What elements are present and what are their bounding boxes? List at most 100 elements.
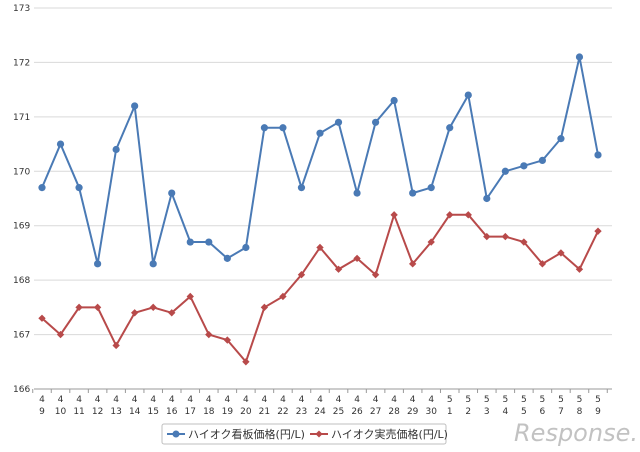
y-tick-label: 173: [13, 4, 30, 14]
x-tick-label-month: 4: [58, 395, 64, 405]
data-point: [575, 265, 584, 273]
x-tick-label-day: 13: [110, 407, 121, 417]
x-tick-label-month: 5: [484, 395, 490, 405]
x-tick-label-day: 2: [465, 407, 471, 417]
x-tick-label-day: 20: [240, 407, 252, 417]
data-point: [520, 238, 528, 246]
legend-label-signboard-price: ハイオク看板価格(円/L): [188, 427, 305, 441]
data-point: [390, 211, 398, 219]
y-tick-label: 170: [13, 167, 30, 177]
data-point: [353, 189, 361, 197]
data-point: [446, 124, 454, 132]
watermark-text: Response.: [514, 419, 638, 447]
data-point: [223, 336, 232, 344]
series-line: [41, 56, 599, 265]
data-point: [297, 271, 306, 279]
x-tick-label-day: 15: [147, 407, 158, 417]
x-tick-label-month: 4: [76, 395, 82, 405]
y-tick-label: 167: [13, 331, 30, 341]
data-point: [557, 135, 565, 143]
data-point: [334, 265, 343, 273]
data-point: [279, 124, 287, 132]
legend-label-actual-price: ハイオク実売価格(円/L): [331, 427, 448, 441]
data-point: [38, 184, 46, 192]
x-tick-label-day: 27: [370, 407, 381, 417]
data-point: [75, 303, 83, 312]
data-point: [427, 238, 435, 246]
x-tick-label-day: 30: [425, 407, 437, 417]
x-tick-label-month: 4: [354, 395, 360, 405]
data-point: [279, 292, 287, 301]
x-tick-label-day: 5: [521, 407, 527, 417]
data-point: [464, 91, 472, 99]
data-point: [409, 189, 417, 197]
data-point: [94, 260, 102, 268]
data-point: [427, 184, 435, 192]
y-axis: 166 167 168 169 170 171 172 173: [13, 4, 30, 395]
x-tick-label-day: 24: [314, 407, 326, 417]
data-point: [38, 314, 46, 322]
x-tick-label-month: 4: [410, 395, 416, 405]
x-tick-label-month: 4: [206, 395, 212, 405]
data-point: [186, 238, 194, 246]
data-point: [131, 102, 139, 110]
x-tick-label-month: 4: [373, 395, 379, 405]
data-point: [501, 232, 510, 241]
grid-lines: [34, 7, 612, 390]
data-point: [205, 330, 213, 339]
data-point: [408, 260, 417, 268]
data-point: [334, 118, 343, 126]
y-tick-label: 166: [13, 385, 30, 395]
data-point: [372, 118, 380, 126]
y-tick-label: 169: [13, 222, 30, 232]
data-point: [112, 341, 120, 350]
x-tick-label-day: 28: [388, 407, 400, 417]
x-tick-label-month: 5: [521, 395, 527, 405]
x-tick-label-day: 18: [203, 407, 215, 417]
x-tick-label-day: 21: [259, 407, 270, 417]
x-tick-label-day: 19: [222, 407, 234, 417]
x-axis: 4941041141241341441541641741841942042142…: [32, 389, 608, 417]
x-tick-label-month: 4: [150, 395, 156, 405]
data-point: [353, 254, 361, 263]
data-point: [242, 243, 250, 252]
legend-item-signboard-price: ハイオク看板価格(円/L): [167, 427, 305, 441]
data-point: [260, 303, 269, 312]
data-point: [297, 184, 306, 192]
x-tick-label-day: 8: [577, 407, 583, 417]
data-point: [594, 227, 602, 235]
data-point: [557, 249, 565, 257]
y-tick-label: 172: [13, 58, 30, 68]
x-tick-label-month: 5: [595, 395, 601, 405]
x-tick-label-month: 4: [428, 395, 434, 405]
x-tick-label-month: 4: [243, 395, 249, 405]
x-tick-label-month: 5: [502, 395, 508, 405]
x-tick-label-day: 26: [351, 407, 363, 417]
x-tick-label-month: 5: [540, 395, 546, 405]
y-tick-label: 171: [13, 113, 30, 123]
x-tick-label-day: 9: [39, 407, 45, 417]
data-point: [205, 238, 213, 246]
series-layer: [38, 53, 602, 366]
x-tick-label-day: 1: [447, 407, 453, 417]
x-tick-label-day: 11: [73, 407, 84, 417]
x-tick-label-month: 4: [95, 395, 101, 405]
x-tick-label-month: 5: [465, 395, 471, 405]
x-tick-label-day: 6: [540, 407, 546, 417]
x-tick-label-month: 4: [132, 395, 138, 405]
legend-item-actual-price: ハイオク実売価格(円/L): [310, 427, 448, 441]
x-tick-label-month: 4: [187, 395, 193, 405]
x-tick-label-day: 25: [333, 407, 344, 417]
data-point: [316, 129, 324, 137]
x-tick-label-day: 10: [55, 407, 67, 417]
data-point: [483, 194, 491, 203]
data-point: [223, 254, 231, 262]
data-point: [149, 303, 157, 312]
data-point: [501, 167, 509, 175]
data-point: [260, 124, 268, 132]
data-point: [93, 303, 102, 312]
x-tick-label-day: 4: [502, 407, 508, 417]
legend: ハイオク看板価格(円/L) ハイオク実売価格(円/L): [161, 423, 448, 445]
data-point: [186, 292, 194, 301]
